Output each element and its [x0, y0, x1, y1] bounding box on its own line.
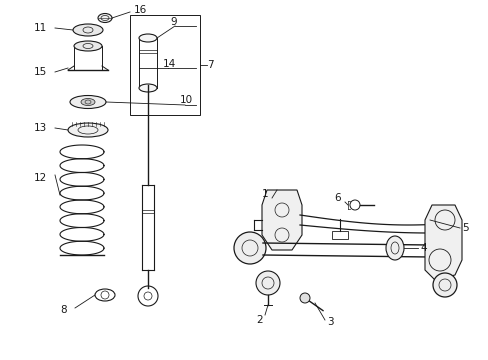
Bar — [130, 15, 200, 115]
Ellipse shape — [139, 84, 157, 92]
Ellipse shape — [73, 24, 103, 36]
Text: 7: 7 — [206, 60, 213, 70]
Circle shape — [256, 271, 280, 295]
Text: 16: 16 — [134, 5, 147, 15]
Ellipse shape — [74, 41, 102, 51]
Text: 15: 15 — [34, 67, 47, 77]
Text: 12: 12 — [34, 173, 47, 183]
Text: 6: 6 — [334, 193, 340, 203]
Circle shape — [299, 293, 309, 303]
Ellipse shape — [385, 236, 403, 260]
Text: 10: 10 — [180, 95, 193, 105]
Text: 2: 2 — [256, 315, 263, 325]
Circle shape — [234, 232, 265, 264]
Text: 1: 1 — [261, 189, 267, 199]
Ellipse shape — [68, 123, 108, 137]
Circle shape — [432, 273, 456, 297]
Text: 4: 4 — [419, 243, 426, 253]
Text: 11: 11 — [34, 23, 47, 33]
Text: 9: 9 — [170, 17, 176, 27]
Ellipse shape — [81, 99, 95, 105]
Text: 5: 5 — [461, 223, 468, 233]
Polygon shape — [262, 190, 302, 250]
Text: 8: 8 — [60, 305, 67, 315]
Text: 3: 3 — [326, 317, 333, 327]
Ellipse shape — [98, 14, 112, 23]
Polygon shape — [424, 205, 461, 280]
Ellipse shape — [70, 95, 106, 108]
Ellipse shape — [139, 34, 157, 42]
Text: 13: 13 — [34, 123, 47, 133]
Text: 14: 14 — [163, 59, 176, 69]
Bar — [331, 231, 347, 239]
